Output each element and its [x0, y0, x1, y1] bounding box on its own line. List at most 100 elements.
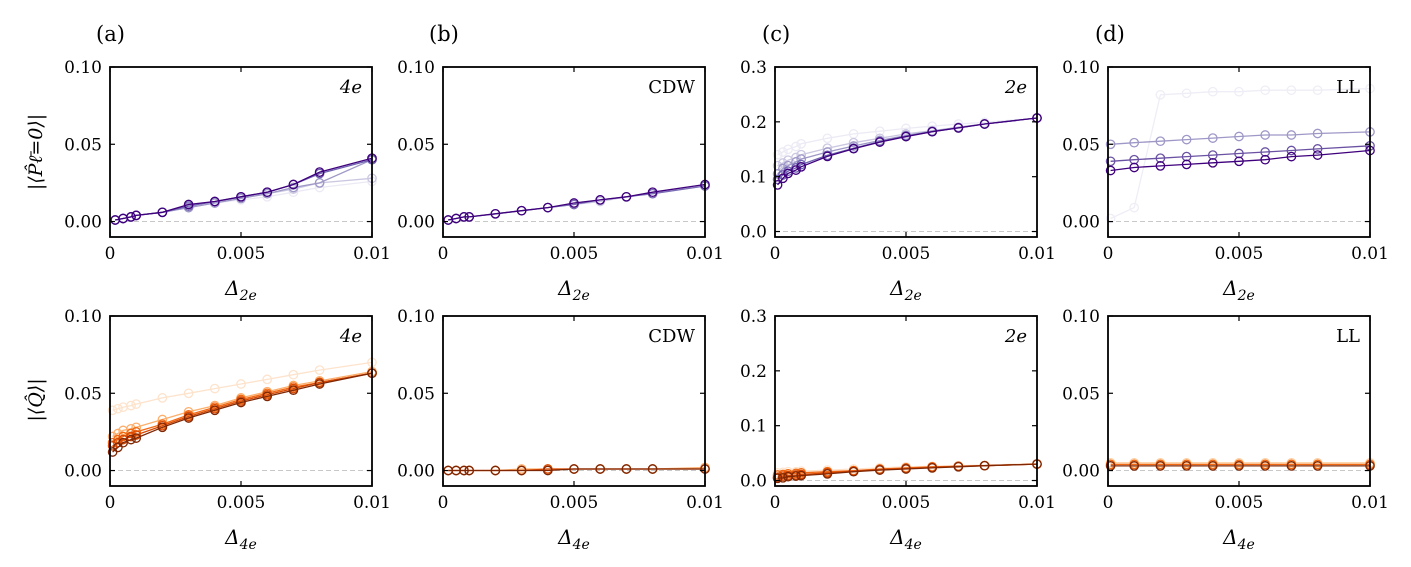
- data-point-s3: [1234, 461, 1244, 471]
- data-point-s3: [647, 187, 658, 198]
- y-tick-label: 0.00: [1062, 213, 1100, 233]
- data-point-s4: [791, 471, 801, 481]
- panel-letter-d: (d): [1095, 22, 1125, 46]
- data-point-s4: [126, 431, 136, 442]
- y-tick-label: 0.00: [397, 213, 435, 233]
- data-point-s4: [107, 440, 118, 451]
- x-tick-label: 0: [438, 493, 449, 513]
- x-tick-label: 0.005: [550, 244, 599, 264]
- data-point-s1: [1234, 86, 1244, 97]
- series-line-s1: [1110, 87, 1371, 220]
- x-tick-label: 0.01: [1351, 244, 1389, 264]
- data-point-s5: [822, 151, 833, 162]
- panel-bottom-b: 0 0.005 0.01 0.00 0.05 0.10 CDW: [397, 307, 724, 513]
- panel-title: 4e: [339, 326, 362, 347]
- series-line-s5: [115, 157, 373, 221]
- data-point-s4: [796, 470, 807, 481]
- data-point-s5: [901, 131, 911, 142]
- y-tick-label: 0.05: [64, 135, 102, 155]
- data-point-s3: [1260, 147, 1271, 157]
- xlabel-base: Δ: [224, 276, 239, 300]
- data-point-s1: [874, 126, 885, 137]
- data-point-s3: [459, 465, 469, 476]
- data-point-s1: [1260, 85, 1271, 96]
- data-point-s2: [1312, 128, 1323, 139]
- data-point-s1: [1286, 85, 1297, 96]
- data-point-s3: [778, 163, 788, 174]
- data-point-s5: [288, 385, 299, 396]
- y-tick-label: 0.1: [740, 168, 767, 188]
- data-point-s4: [1260, 154, 1271, 165]
- data-point-s3: [569, 198, 579, 208]
- data-point-s4: [927, 463, 938, 473]
- xlabel-bottom-a: Δ4e: [224, 525, 257, 553]
- data-point-s2: [1181, 134, 1192, 145]
- x-tick-label: 0.005: [217, 493, 266, 513]
- data-point-s1: [791, 141, 801, 152]
- panel-title: CDW: [648, 326, 695, 347]
- panel-title: LL: [1336, 326, 1360, 347]
- series-line-s3: [448, 183, 706, 221]
- data-point-s5: [791, 165, 801, 175]
- data-point-s5: [157, 422, 168, 433]
- data-point-s4: [1155, 161, 1166, 171]
- x-tick-label: 0: [770, 493, 781, 513]
- x-tick-label: 0: [438, 244, 449, 264]
- xlabel-sub: 4e: [572, 537, 590, 553]
- series-line-s4: [777, 463, 1038, 479]
- xlabel-top-c: Δ2e: [889, 276, 922, 304]
- data-point-s2: [107, 431, 118, 442]
- xlabel-base: Δ: [1222, 276, 1237, 300]
- x-tick-label: 0: [105, 493, 116, 513]
- y-tick-label: 0.3: [740, 58, 767, 78]
- data-point-s4: [953, 461, 964, 472]
- data-point-s5: [131, 433, 142, 443]
- data-point-s3: [647, 464, 658, 474]
- xlabel-base: Δ: [557, 276, 572, 300]
- y-tick-label: 0.00: [1062, 462, 1100, 482]
- x-tick-label: 0.01: [686, 244, 724, 264]
- data-point-s4: [772, 473, 783, 484]
- data-point-s5: [236, 191, 246, 202]
- data-point-s5: [848, 143, 859, 154]
- series-line-s3: [777, 117, 1038, 175]
- xlabel-base: Δ: [1222, 525, 1237, 549]
- data-point-s3: [1207, 150, 1218, 160]
- xlabel-base: Δ: [224, 525, 239, 549]
- data-point-s2: [113, 428, 123, 439]
- panel-letter-a: (a): [96, 22, 125, 46]
- data-point-s3: [490, 465, 501, 476]
- data-point-s5: [783, 168, 793, 179]
- data-point-s5: [209, 405, 220, 416]
- data-point-s3: [516, 205, 527, 216]
- series-line-s5: [777, 117, 1038, 186]
- data-point-s3: [1105, 156, 1116, 167]
- x-tick-label: 0.01: [1018, 493, 1056, 513]
- data-point-s5: [772, 180, 783, 190]
- y-tick-label: 0.10: [1062, 307, 1100, 327]
- data-point-s3: [1312, 461, 1323, 471]
- data-point-s1: [183, 388, 194, 399]
- xlabel-sub: 2e: [904, 288, 922, 304]
- data-point-s1: [1105, 213, 1116, 224]
- y-tick-label: 0.3: [740, 307, 767, 327]
- panel-letter-b: (b): [429, 22, 459, 46]
- data-point-s3: [1312, 144, 1323, 154]
- y-tick-label: 0.05: [1062, 384, 1100, 404]
- data-point-s4: [979, 460, 990, 471]
- panel-title: 2e: [1004, 77, 1027, 98]
- data-point-s5: [979, 119, 990, 129]
- bottom-ylabel: |⟨Q̂⟩|: [25, 378, 47, 421]
- x-tick-label: 0: [1103, 244, 1114, 264]
- data-point-s1: [314, 365, 325, 375]
- panel-title: CDW: [648, 77, 695, 98]
- data-point-s5: [796, 161, 807, 172]
- data-point-s5: [314, 167, 325, 177]
- data-point-s3: [621, 191, 632, 202]
- data-point-s1: [1207, 86, 1218, 97]
- panel-title: 2e: [1004, 326, 1027, 347]
- panel-top-c: 0 0.005 0.01 0.0 0.1 0.2 0.3 2e: [740, 58, 1056, 264]
- data-point-s5: [126, 212, 136, 222]
- data-point-s1: [209, 383, 220, 394]
